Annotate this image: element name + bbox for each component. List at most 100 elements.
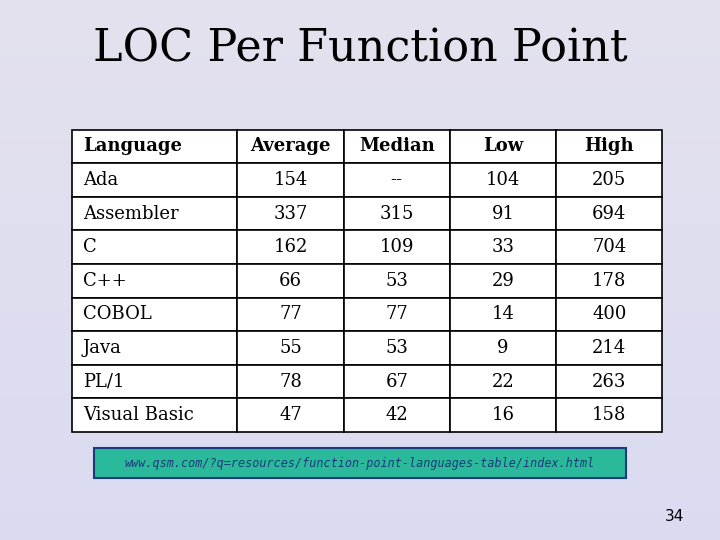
Bar <box>0 328 720 329</box>
Bar <box>0 346 720 347</box>
Bar <box>0 304 720 306</box>
Bar <box>0 61 720 63</box>
Bar <box>450 264 556 298</box>
Bar <box>0 155 720 157</box>
Bar <box>0 529 720 531</box>
Bar <box>0 191 720 193</box>
Bar <box>0 536 720 538</box>
Bar <box>0 313 720 315</box>
Text: 109: 109 <box>379 238 414 256</box>
Bar <box>0 470 720 471</box>
Bar <box>0 324 720 326</box>
Bar <box>0 535 720 536</box>
Bar <box>0 436 720 437</box>
Bar <box>0 486 720 488</box>
Bar <box>0 157 720 158</box>
Bar <box>0 110 720 112</box>
Bar <box>0 133 720 135</box>
Bar <box>0 247 720 248</box>
Bar <box>0 25 720 27</box>
Bar <box>0 120 720 123</box>
Bar <box>0 428 720 430</box>
Bar <box>0 450 720 452</box>
Bar <box>0 268 720 270</box>
Bar <box>0 407 720 409</box>
Text: --: -- <box>391 171 402 189</box>
Bar <box>0 367 720 369</box>
Bar <box>0 32 720 34</box>
Bar <box>0 282 720 285</box>
Bar <box>0 362 720 363</box>
Bar <box>0 212 720 214</box>
Bar <box>450 197 556 231</box>
Bar <box>343 298 450 331</box>
Text: 67: 67 <box>385 373 408 390</box>
Text: 162: 162 <box>274 238 307 256</box>
Bar <box>0 45 720 47</box>
Bar <box>0 497 720 498</box>
Text: 14: 14 <box>492 306 514 323</box>
Bar <box>0 150 720 151</box>
Bar <box>0 218 720 220</box>
Bar <box>0 245 720 247</box>
Bar <box>0 400 720 401</box>
Bar <box>0 322 720 324</box>
Bar <box>0 128 720 130</box>
Bar <box>0 528 720 529</box>
Text: 9: 9 <box>498 339 509 357</box>
Bar <box>0 232 720 234</box>
Bar <box>0 349 720 351</box>
Bar <box>0 317 720 319</box>
Bar <box>0 331 720 333</box>
Bar <box>0 459 720 461</box>
Bar <box>0 452 720 454</box>
Bar <box>0 308 720 309</box>
Text: www.qsm.com/?q=resources/function-point-languages-table/index.html: www.qsm.com/?q=resources/function-point-… <box>125 456 595 470</box>
Bar <box>0 261 720 263</box>
Bar <box>0 423 720 425</box>
Bar <box>0 336 720 339</box>
Bar <box>0 72 720 74</box>
Bar <box>0 184 720 185</box>
Bar <box>0 207 720 209</box>
Bar <box>343 231 450 264</box>
Bar <box>343 197 450 231</box>
Bar <box>0 517 720 518</box>
Bar <box>0 39 720 42</box>
Bar <box>0 2 720 4</box>
Bar <box>0 97 720 99</box>
Bar <box>0 504 720 506</box>
Bar <box>0 380 720 382</box>
Bar <box>0 178 720 180</box>
Bar <box>450 231 556 264</box>
Bar <box>0 374 720 376</box>
Bar <box>0 457 720 459</box>
Bar <box>0 531 720 533</box>
Bar <box>0 468 720 470</box>
Bar <box>0 353 720 355</box>
Bar <box>0 16 720 18</box>
Bar <box>0 495 720 497</box>
Bar <box>0 312 720 313</box>
Bar <box>0 214 720 216</box>
Bar <box>0 342 720 344</box>
Bar <box>0 83 720 85</box>
Bar <box>0 185 720 187</box>
Bar <box>556 231 662 264</box>
Text: 400: 400 <box>592 306 626 323</box>
Bar <box>0 390 720 393</box>
Bar <box>0 151 720 153</box>
Bar <box>556 298 662 331</box>
Bar <box>0 443 720 444</box>
Bar <box>343 130 450 163</box>
Bar <box>0 86 720 88</box>
Bar <box>0 49 720 50</box>
Bar <box>0 525 720 528</box>
Bar <box>0 166 720 167</box>
Bar <box>238 130 343 163</box>
Bar <box>0 412 720 414</box>
Bar <box>238 163 343 197</box>
Text: 178: 178 <box>592 272 626 290</box>
Bar <box>0 508 720 509</box>
Bar <box>0 11 720 12</box>
